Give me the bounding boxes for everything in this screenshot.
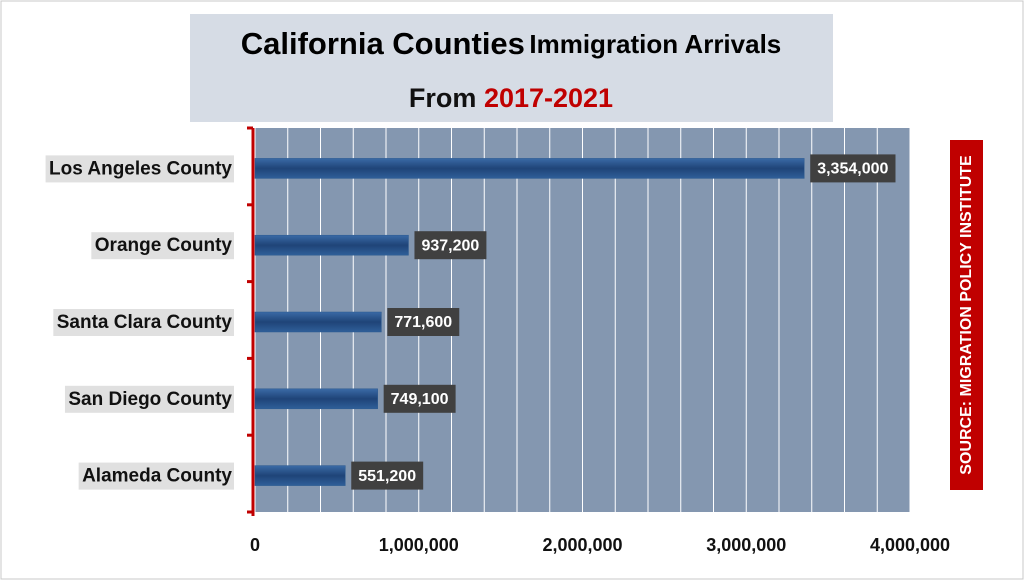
category-label-box (91, 232, 234, 260)
x-tick-label: 2,000,000 (542, 535, 622, 555)
x-tick-label: 4,000,000 (870, 535, 950, 555)
source-box (950, 140, 983, 490)
value-label: 551,200 (358, 468, 416, 485)
value-label-box (414, 231, 487, 260)
bar (254, 234, 409, 256)
value-label: 937,200 (421, 237, 479, 254)
value-label-box (383, 384, 456, 413)
bar (254, 388, 378, 410)
title-rest: Immigration Arrivals (529, 29, 781, 59)
source-note: SOURCE: MIGRATION POLICY INSTITUTE (958, 155, 975, 475)
value-label: 749,100 (391, 391, 449, 408)
y-tick-label: Los Angeles County (49, 158, 232, 179)
x-tick-label: 3,000,000 (706, 535, 786, 555)
category-label-box (64, 385, 234, 413)
y-tick-label: San Diego County (68, 389, 232, 410)
bar (254, 158, 805, 179)
chart-title: California Counties Immigration Arrivals (241, 26, 782, 61)
bar (254, 311, 382, 333)
bar (254, 465, 346, 486)
category-label-box (45, 155, 234, 183)
y-tick-label: Orange County (95, 235, 233, 256)
title-box (190, 14, 833, 122)
value-label: 3,354,000 (817, 161, 888, 178)
x-tick-label: 1,000,000 (379, 535, 459, 555)
value-label-box (351, 461, 424, 490)
y-tick-label: Santa Clara County (57, 312, 233, 333)
category-label-box (78, 462, 234, 490)
title-main: California Counties (241, 26, 525, 61)
y-tick-label: Alameda County (82, 466, 232, 487)
value-label-box (387, 308, 460, 336)
chart-subtitle: From 2017-2021 (409, 83, 613, 113)
title-prefix: From (409, 83, 477, 113)
value-label: 771,600 (394, 314, 452, 331)
value-label-box (810, 154, 896, 183)
category-label-box (53, 309, 234, 336)
x-tick-label: 0 (250, 535, 260, 555)
title-period: 2017-2021 (484, 83, 613, 113)
